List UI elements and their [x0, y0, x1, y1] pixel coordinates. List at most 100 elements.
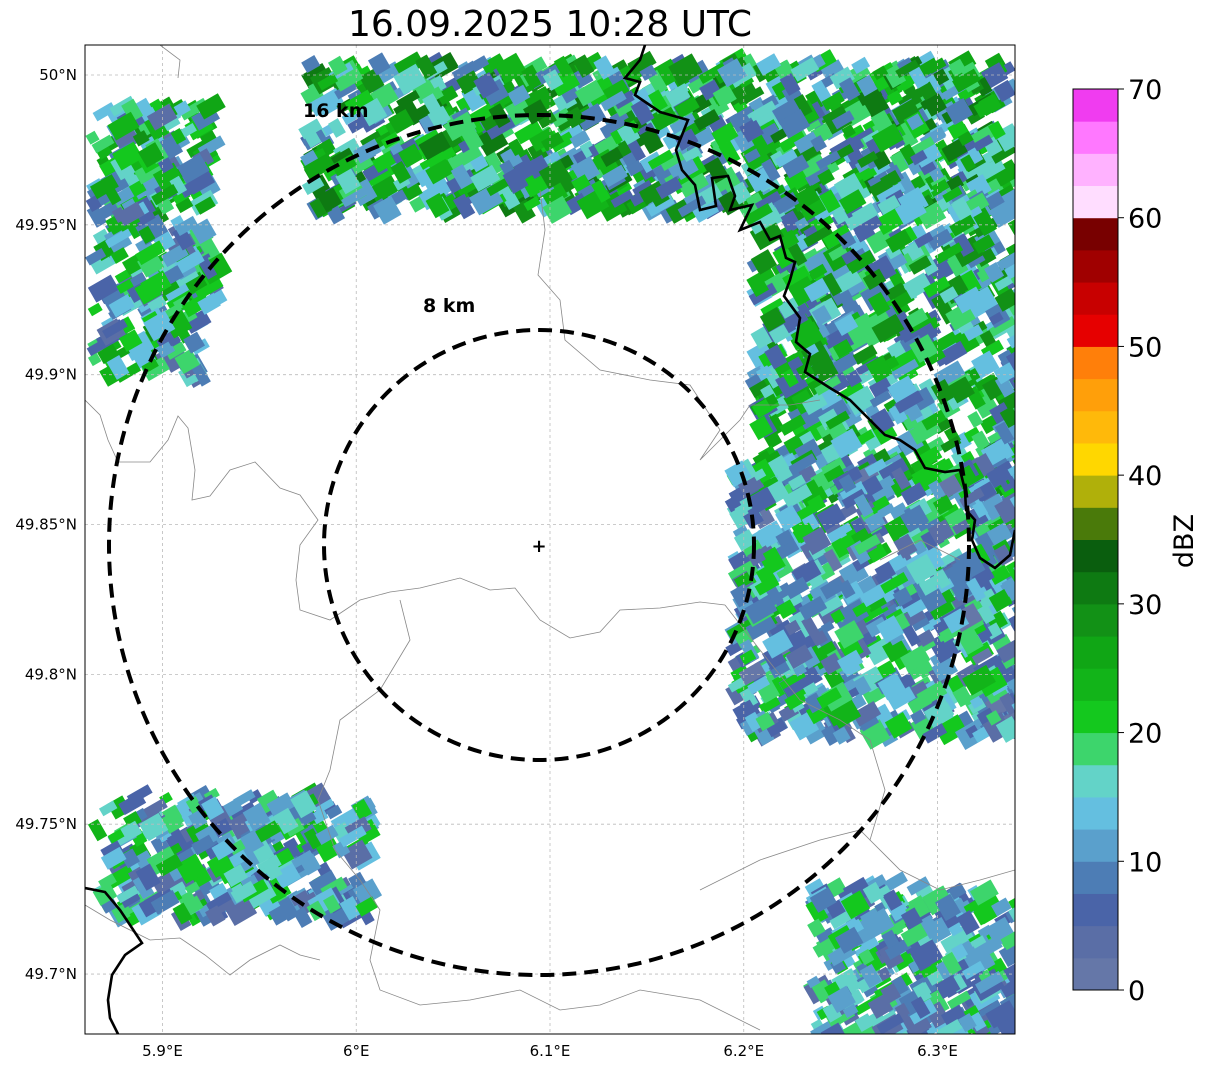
- axis-ticks: 5.9°E 6°E 6.1°E 6.2°E 6.3°E 50°N 49.95°N 49.9°N…: [15, 66, 958, 1060]
- radar-pixel: [816, 687, 842, 709]
- radar-pixel: [826, 877, 847, 898]
- radar-pixel: [962, 664, 996, 696]
- radar-pixel: [174, 348, 200, 375]
- radar-pixel: [593, 55, 616, 80]
- radar-pixel: [951, 943, 969, 961]
- radar-pixel: [1008, 896, 1015, 910]
- radar-pixel: [409, 196, 426, 213]
- radar-pixel: [818, 408, 841, 431]
- radar-pixel: [1012, 677, 1015, 704]
- radar-pixel: [748, 282, 778, 306]
- radar-pixel: [831, 110, 855, 130]
- radar-pixel: [223, 863, 249, 888]
- radar-pixel: [841, 124, 856, 139]
- radar-pixel: [630, 99, 655, 126]
- radar-pixel: [950, 197, 973, 221]
- radar-pixel: [808, 263, 828, 281]
- radar-pixel: [852, 215, 883, 239]
- radar-pixel: [845, 277, 867, 296]
- radar-pixel: [921, 409, 947, 431]
- colorbar-swatch: [1073, 185, 1118, 219]
- radar-pixel: [137, 142, 165, 168]
- colorbar-swatch: [1073, 668, 1118, 701]
- radar-pixel: [334, 80, 358, 100]
- radar-pixel: [744, 148, 761, 164]
- radar-pixel: [600, 90, 627, 112]
- radar-pixel: [173, 100, 191, 117]
- radar-pixel: [733, 572, 753, 590]
- radar-pixel: [151, 184, 179, 206]
- colorbar-swatch: [1073, 378, 1118, 412]
- y-tick-label: 49.95°N: [15, 216, 77, 234]
- radar-pixel: [564, 106, 586, 129]
- radar-pixel: [942, 186, 963, 203]
- radar-pixel: [617, 123, 636, 141]
- radar-pixel: [876, 182, 906, 205]
- radar-pixel: [743, 202, 773, 226]
- radar-pixel: [920, 588, 947, 613]
- radar-pixel: [851, 56, 871, 74]
- radar-pixel: [755, 53, 782, 76]
- radar-pixel: [1014, 480, 1015, 506]
- radar-pixel: [626, 160, 644, 177]
- radar-pixel: [266, 792, 295, 818]
- radar-pixel: [832, 726, 851, 745]
- radar-pixel: [1000, 927, 1015, 951]
- map-frame: [84, 44, 1016, 1035]
- radar-pixel: [422, 93, 442, 115]
- radar-pixel: [97, 343, 120, 365]
- x-tick-label: 5.9°E: [142, 1042, 183, 1060]
- radar-pixel: [811, 79, 832, 103]
- radar-pixel: [293, 906, 313, 928]
- radar-pixel: [785, 644, 813, 669]
- radar-pixel: [436, 85, 459, 106]
- radar-pixel: [300, 149, 320, 168]
- radar-pixel: [540, 131, 565, 152]
- radar-pixel: [783, 576, 810, 600]
- radar-pixel: [674, 128, 699, 151]
- radar-pixel: [967, 411, 984, 428]
- radar-pixel: [810, 135, 827, 153]
- radar-pixel: [972, 500, 989, 519]
- radar-pixel: [918, 378, 935, 393]
- radar-pixel: [881, 603, 900, 619]
- radar-pixel: [639, 64, 658, 81]
- radar-pixel: [393, 51, 425, 79]
- radar-pixel: [290, 889, 310, 907]
- radar-pixel: [821, 91, 845, 111]
- radar-pixel: [783, 675, 813, 698]
- radar-pixel: [100, 846, 127, 870]
- radar-pixel: [831, 538, 849, 559]
- admin-boundary: [85, 399, 726, 639]
- radar-pixel: [196, 93, 226, 120]
- radar-pixel: [914, 882, 934, 901]
- radar-pixel: [891, 358, 919, 380]
- radar-pixel: [450, 164, 474, 190]
- radar-pixel: [273, 807, 299, 835]
- radar-pixel: [762, 629, 794, 659]
- radar-pixel: [761, 158, 781, 182]
- y-tick-label: 50°N: [39, 66, 77, 84]
- radar-pixel: [122, 330, 155, 362]
- radar-pixel: [946, 175, 965, 192]
- colorbar-swatch: [1073, 507, 1118, 540]
- radar-pixel: [838, 579, 856, 599]
- radar-pixel: [901, 226, 918, 244]
- radar-pixel: [599, 116, 631, 145]
- radar-pixel: [600, 147, 624, 167]
- radar-pixel: [341, 187, 368, 208]
- colorbar-swatch: [1073, 732, 1118, 766]
- radar-pixel: [859, 963, 882, 989]
- radar-pixel: [871, 123, 904, 153]
- admin-boundary: [317, 599, 761, 1031]
- radar-pixel: [914, 143, 942, 168]
- radar-pixel: [668, 53, 703, 86]
- radar-pixel: [946, 253, 969, 277]
- radar-pixel: [888, 403, 908, 425]
- radar-pixel: [1014, 368, 1015, 390]
- radar-pixel: [816, 503, 846, 531]
- y-tick-label: 49.85°N: [15, 516, 77, 534]
- radar-pixel: [87, 352, 102, 367]
- radar-pixel: [780, 308, 809, 333]
